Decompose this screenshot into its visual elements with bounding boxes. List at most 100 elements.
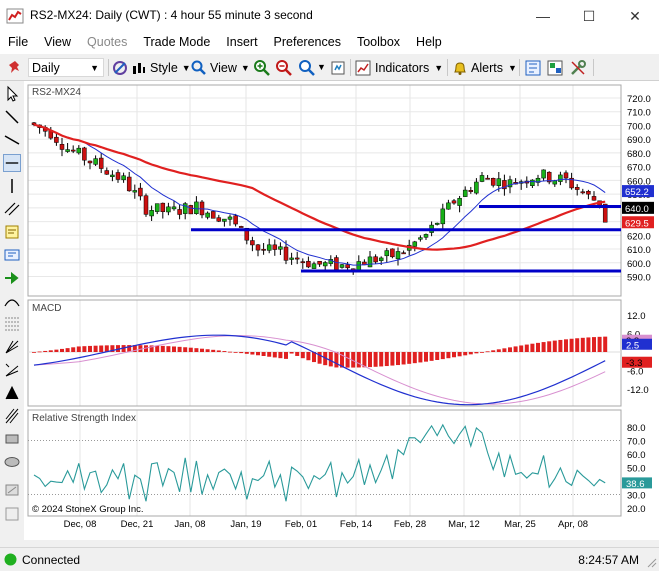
candle-body: [468, 190, 474, 192]
maximize-button[interactable]: ☐: [582, 7, 596, 24]
macd-histogram-bar: [547, 341, 552, 352]
candle-body: [300, 261, 306, 264]
indicators-icon: [355, 60, 371, 75]
macd-histogram-bar: [429, 352, 434, 361]
candle-body: [222, 218, 227, 222]
price-axis-label: 700.0: [627, 121, 651, 132]
macd-histogram-bar: [194, 348, 199, 352]
macd-histogram-bar: [127, 345, 132, 352]
menu-trade-mode[interactable]: Trade Mode: [143, 35, 211, 49]
price-marker-box: [622, 201, 654, 214]
separator: [350, 59, 351, 76]
view-label: View: [210, 60, 237, 75]
pin-icon[interactable]: [6, 59, 24, 77]
speed-lines-tool-icon[interactable]: [3, 361, 21, 379]
minimize-button[interactable]: —: [536, 8, 550, 24]
draw-tools-icon[interactable]: [111, 59, 129, 77]
candle-body: [98, 157, 104, 169]
rsi-axis-label: 70.0: [627, 437, 646, 448]
candle-body: [390, 248, 395, 258]
candle-body: [580, 191, 586, 194]
view-button[interactable]: View ▼: [191, 58, 250, 77]
rectangle-tool-icon[interactable]: [3, 430, 21, 448]
date-axis-label: Mar, 25: [504, 519, 536, 530]
macd-histogram-bar: [188, 347, 193, 352]
delete-drawings-icon[interactable]: [3, 505, 21, 523]
separator: [593, 59, 594, 76]
macd-histogram-bar: [32, 352, 36, 353]
zoom-in-icon[interactable]: [253, 59, 271, 77]
text-tool-icon[interactable]: [3, 246, 21, 264]
macd-histogram-bar: [513, 346, 518, 352]
chart-canvas[interactable]: 720.0710.0700.0690.0680.0670.0660.0650.0…: [24, 81, 659, 540]
candle-body: [462, 189, 468, 197]
vertical-line-tool-icon[interactable]: [3, 177, 21, 195]
ray-tool-icon[interactable]: [3, 131, 21, 149]
horizontal-line-tool-icon[interactable]: [3, 154, 21, 172]
macd-histogram-bar: [177, 346, 182, 352]
zoom-out-icon[interactable]: [275, 59, 293, 77]
menu-toolbox[interactable]: Toolbox: [356, 35, 401, 49]
menu-help[interactable]: Help: [416, 35, 442, 49]
template-icon[interactable]: [546, 59, 564, 77]
arrow-tool-icon[interactable]: [3, 269, 21, 287]
candle-body: [126, 176, 132, 192]
macd-histogram-bar: [580, 337, 585, 352]
candle-body: [216, 217, 222, 222]
macd-histogram-bar: [468, 352, 473, 355]
andrews-pitchfork-tool-icon[interactable]: [3, 384, 21, 402]
price-marker: 640.0: [625, 204, 649, 215]
note-tool-icon[interactable]: [3, 223, 21, 241]
layout-icon[interactable]: [524, 59, 542, 77]
menu-view[interactable]: View: [44, 35, 72, 49]
menu-bar: File View Quotes Trade Mode Insert Preference…: [0, 32, 659, 54]
candle-body: [233, 215, 238, 225]
pointer-icon[interactable]: [3, 85, 21, 103]
candle-body: [356, 261, 362, 271]
macd-histogram-bar: [452, 352, 456, 358]
macd-histogram-bar: [351, 352, 356, 368]
zoom-menu-icon[interactable]: [298, 59, 316, 77]
ellipse-tool-icon[interactable]: [3, 453, 21, 471]
menu-file[interactable]: File: [8, 35, 29, 49]
style-button[interactable]: Style ▼: [131, 58, 191, 77]
menu-quotes[interactable]: Quotes: [87, 35, 128, 49]
bell-icon: [454, 61, 466, 75]
macd-histogram-bar: [278, 352, 283, 359]
rsi-axis-label: 30.0: [627, 491, 646, 502]
candle-body: [345, 264, 350, 269]
regression-tool-icon[interactable]: [3, 407, 21, 425]
macd-histogram-bar: [116, 345, 120, 352]
resize-grip-icon[interactable]: [645, 556, 657, 568]
macd-histogram-bar: [166, 346, 171, 352]
alerts-button[interactable]: Alerts ▼: [452, 58, 517, 77]
candle-body: [283, 246, 289, 261]
clock-time: 8:24:57 AM: [578, 553, 639, 567]
menu-preferences[interactable]: Preferences: [273, 35, 341, 49]
indicators-button[interactable]: Indicators ▼: [355, 58, 443, 77]
macd-histogram-bar: [485, 351, 490, 353]
tools-icon[interactable]: [569, 59, 587, 77]
gann-fan-tool-icon[interactable]: [3, 338, 21, 356]
separator: [519, 59, 520, 76]
price-axis-label: 660.0: [627, 176, 651, 187]
erase-tool-icon[interactable]: [3, 481, 21, 499]
period-select[interactable]: Daily ▼: [28, 58, 104, 77]
candle-body: [558, 174, 563, 182]
chart-area[interactable]: 720.0710.0700.0690.0680.0670.0660.0650.0…: [24, 81, 659, 540]
fibonacci-tool-icon[interactable]: [3, 315, 21, 333]
channel-tool-icon[interactable]: [3, 200, 21, 218]
line-tool-icon[interactable]: [3, 108, 21, 126]
close-button[interactable]: ✕: [629, 7, 641, 24]
candle-body: [541, 169, 546, 179]
price-axis-label: 620.0: [627, 231, 651, 242]
rsi-axis-label: 80.0: [627, 423, 646, 434]
menu-insert[interactable]: Insert: [226, 35, 258, 49]
app-logo-icon: [6, 8, 24, 24]
candle-body: [59, 144, 65, 150]
macd-histogram-bar: [474, 352, 479, 354]
macd-panel-border: [27, 299, 622, 407]
ellipse-arc-tool-icon[interactable]: [3, 292, 21, 310]
refresh-chart-icon[interactable]: [329, 59, 347, 77]
chevron-down-icon[interactable]: ▼: [317, 62, 326, 72]
